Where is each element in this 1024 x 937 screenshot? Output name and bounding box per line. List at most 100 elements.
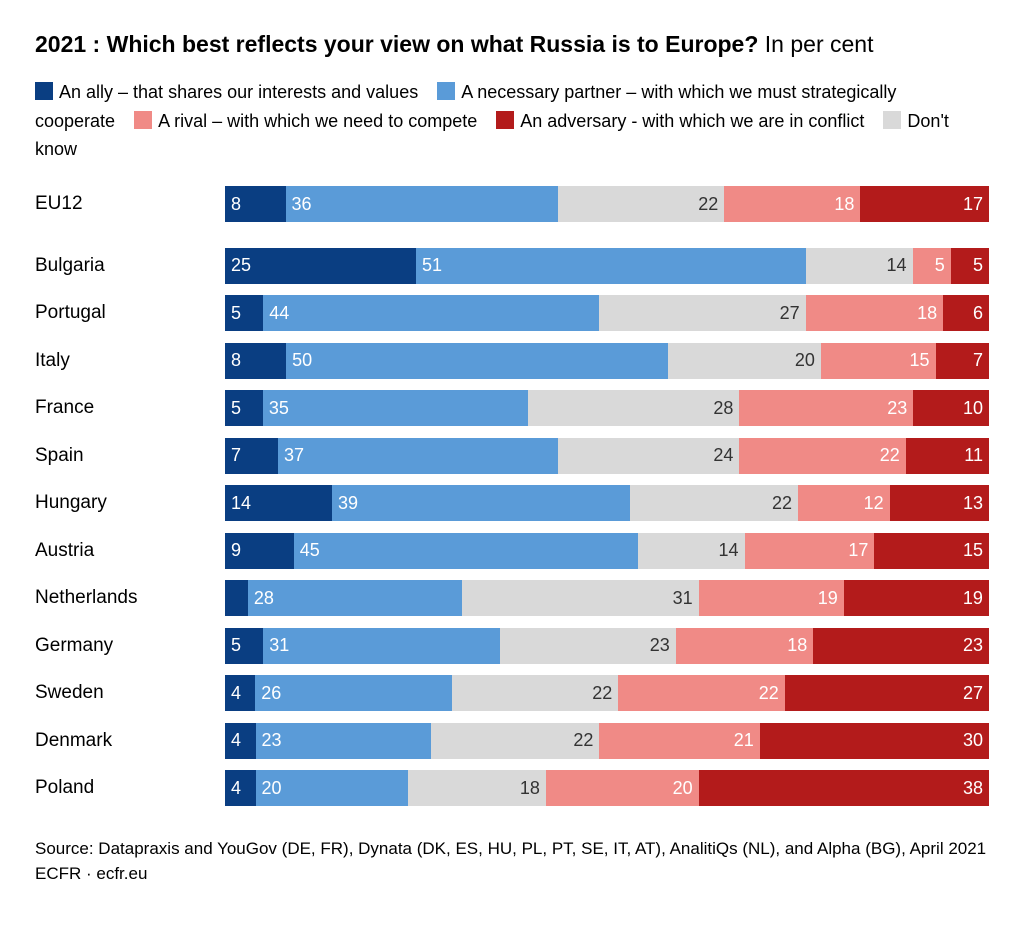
- segment-value: 18: [917, 303, 937, 324]
- segment-value: 8: [231, 350, 241, 371]
- stacked-bar: 535282310: [225, 390, 989, 426]
- bar-segment-adversary: 30: [760, 723, 989, 759]
- bar-segment-adversary: 13: [890, 485, 989, 521]
- segment-value: 51: [422, 255, 442, 276]
- bar-segment-adversary: 27: [785, 675, 989, 711]
- legend-swatch: [883, 111, 901, 129]
- legend-item: A rival – with which we need to compete: [134, 111, 477, 131]
- segment-value: 38: [963, 778, 983, 799]
- segment-value: 22: [573, 730, 593, 751]
- bar-segment-partner: 50: [286, 343, 668, 379]
- segment-value: 5: [935, 255, 945, 276]
- legend-swatch: [35, 82, 53, 100]
- legend-swatch: [134, 111, 152, 129]
- bar-segment-rival: 18: [676, 628, 814, 664]
- legend-label: An ally – that shares our interests and …: [59, 82, 418, 102]
- segment-value: 14: [718, 540, 738, 561]
- bar-segment-partner: 31: [263, 628, 500, 664]
- bar-segment-adversary: 5: [951, 248, 989, 284]
- bar-segment-rival: 21: [599, 723, 759, 759]
- legend-swatch: [496, 111, 514, 129]
- segment-value: 18: [520, 778, 540, 799]
- source-line-2: ECFR · ecfr.eu: [35, 861, 989, 887]
- bar-segment-partner: 36: [286, 186, 558, 222]
- row-label: Hungary: [35, 492, 225, 514]
- bar-segment-partner: 23: [256, 723, 432, 759]
- chart-title: 2021 : Which best reflects your view on …: [35, 30, 989, 60]
- bar-segment-dontknow: 18: [408, 770, 546, 806]
- stacked-bar: 25 51 14 55: [225, 248, 989, 284]
- bar-segment-ally: 25: [225, 248, 416, 284]
- bar-segment-partner: 37: [278, 438, 558, 474]
- chart-row: Italy85020157: [35, 343, 989, 379]
- segment-value: 9: [231, 540, 241, 561]
- legend-label: An adversary - with which we are in conf…: [520, 111, 864, 131]
- row-gap: [35, 234, 989, 248]
- bar-segment-partner: 44: [263, 295, 599, 331]
- segment-value: 20: [262, 778, 282, 799]
- segment-value: 26: [261, 683, 281, 704]
- segment-value: 20: [673, 778, 693, 799]
- segment-value: 5: [231, 635, 241, 656]
- bar-segment-partner: 20: [256, 770, 409, 806]
- bar-segment-partner: 35: [263, 390, 528, 426]
- segment-value: 20: [795, 350, 815, 371]
- segment-value: 17: [848, 540, 868, 561]
- bar-segment-dontknow: 31: [462, 580, 699, 616]
- segment-value: 18: [787, 635, 807, 656]
- row-label: Denmark: [35, 730, 225, 752]
- segment-value: 5: [231, 398, 241, 419]
- segment-value: 14: [887, 255, 907, 276]
- segment-value: 15: [909, 350, 929, 371]
- segment-value: 31: [673, 588, 693, 609]
- bar-segment-ally: 4: [225, 675, 255, 711]
- chart-row: Denmark 4 23 22 21 30: [35, 723, 989, 759]
- segment-value: 4: [231, 683, 241, 704]
- segment-value: 23: [963, 635, 983, 656]
- segment-value: 17: [963, 194, 983, 215]
- segment-value: 13: [963, 493, 983, 514]
- segment-value: 37: [284, 445, 304, 466]
- chart-row: Poland420182038: [35, 770, 989, 806]
- stacked-bar: 4 23 22 21 30: [225, 723, 989, 759]
- bar-segment-adversary: 38: [699, 770, 989, 806]
- segment-value: 22: [759, 683, 779, 704]
- segment-value: 5: [231, 303, 241, 324]
- stacked-bar: 420182038: [225, 770, 989, 806]
- bar-segment-adversary: 7: [936, 343, 989, 379]
- legend: An ally – that shares our interests and …: [35, 78, 989, 164]
- row-label: Spain: [35, 445, 225, 467]
- bar-segment-dontknow: 14: [638, 533, 745, 569]
- bar-segment-dontknow: 27: [599, 295, 805, 331]
- segment-value: 22: [592, 683, 612, 704]
- segment-value: 12: [864, 493, 884, 514]
- stacked-bar: 54427186: [225, 295, 989, 331]
- bar-segment-rival: 18: [724, 186, 860, 222]
- segment-value: 15: [963, 540, 983, 561]
- title-bold: 2021 : Which best reflects your view on …: [35, 31, 758, 57]
- source-line-1: Source: Datapraxis and YouGov (DE, FR), …: [35, 836, 989, 862]
- segment-value: 7: [231, 445, 241, 466]
- segment-value: 50: [292, 350, 312, 371]
- stacked-bar: 737242211: [225, 438, 989, 474]
- segment-value: 4: [231, 730, 241, 751]
- stacked-bar-chart: EU12836221817Bulgaria25511455Portugal544…: [35, 186, 989, 818]
- bar-segment-rival: 23: [739, 390, 913, 426]
- bar-segment-partner: 28: [248, 580, 462, 616]
- bar-segment-adversary: 19: [844, 580, 989, 616]
- segment-value: 30: [963, 730, 983, 751]
- segment-value: 8: [231, 194, 241, 215]
- bar-segment-ally: 8: [225, 186, 286, 222]
- bar-segment-rival: 12: [798, 485, 890, 521]
- segment-value: 24: [713, 445, 733, 466]
- bar-segment-dontknow: 22: [558, 186, 724, 222]
- row-label: Austria: [35, 540, 225, 562]
- bar-segment-dontknow: 22: [630, 485, 798, 521]
- bar-segment-rival: 19: [699, 580, 844, 616]
- legend-swatch: [437, 82, 455, 100]
- stacked-bar: 945141715: [225, 533, 989, 569]
- legend-item: An ally – that shares our interests and …: [35, 82, 418, 102]
- bar-segment-dontknow: 24: [558, 438, 740, 474]
- source-note: Source: Datapraxis and YouGov (DE, FR), …: [35, 836, 989, 887]
- segment-value: 18: [834, 194, 854, 215]
